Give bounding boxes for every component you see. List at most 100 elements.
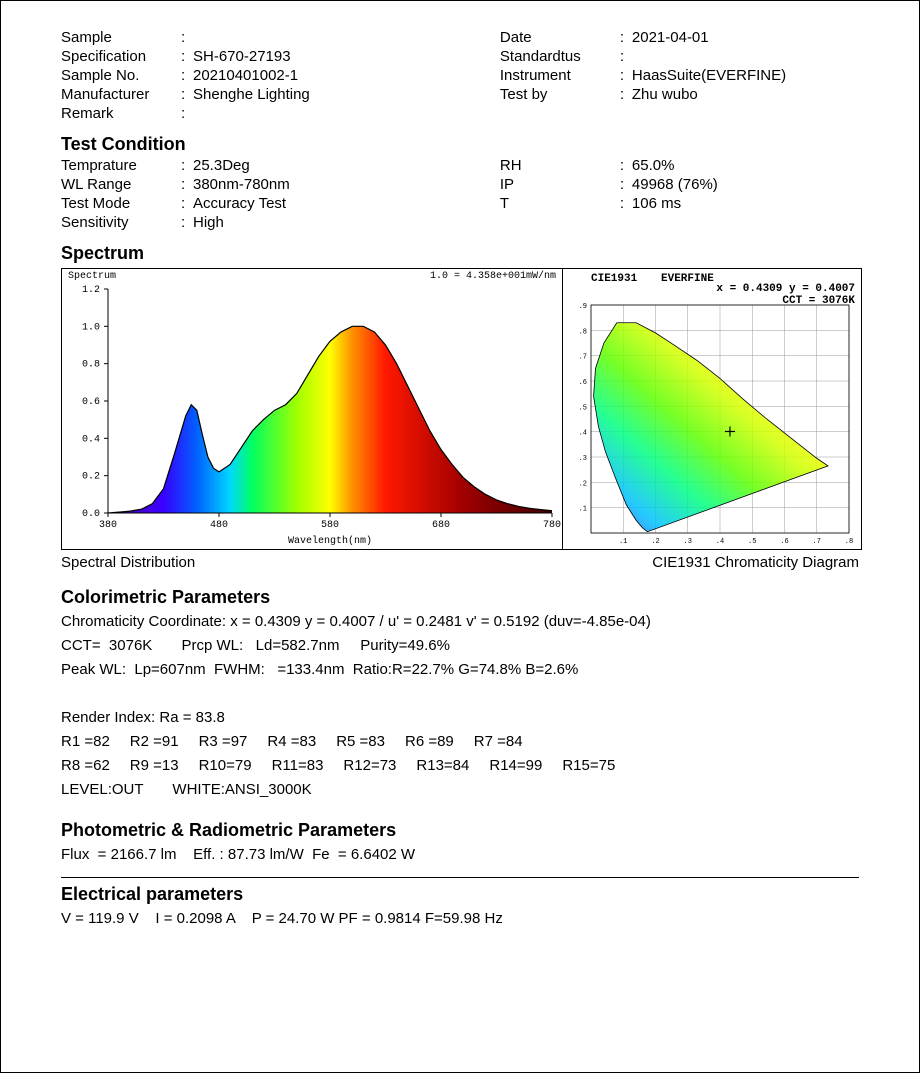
svg-text:.2: .2: [579, 480, 587, 488]
electrical-title: Electrical parameters: [61, 884, 859, 905]
kv-sep: :: [181, 214, 193, 231]
kv-row: WL Range:380nm-780nm: [61, 176, 500, 193]
ri-value: R14=99: [489, 754, 542, 778]
spd-scale-note: 1.0 = 4.358e+001mW/nm: [430, 271, 556, 282]
kv-sep: :: [620, 67, 632, 84]
test-condition-title: Test Condition: [61, 134, 859, 155]
ri-value: R2 =91: [130, 730, 179, 754]
kv-row: Specification:SH-670-27193: [61, 48, 500, 65]
spectrum-row: 0.00.20.40.60.81.01.2380480580680780Wave…: [61, 268, 859, 550]
render-index-header: Render Index: Ra = 83.8: [61, 706, 859, 730]
svg-text:EVERFINE: EVERFINE: [661, 273, 714, 285]
kv-row: Sensitivity:High: [61, 214, 500, 231]
kv-value: SH-670-27193: [193, 48, 500, 65]
kv-key: Test by: [500, 86, 620, 103]
kv-value: High: [193, 214, 500, 231]
kv-key: Specification: [61, 48, 181, 65]
ri-value: R6 =89: [405, 730, 454, 754]
svg-text:x = 0.4309 y = 0.4007: x = 0.4309 y = 0.4007: [716, 283, 855, 295]
svg-text:.3: .3: [579, 455, 587, 463]
svg-text:380: 380: [99, 520, 117, 531]
kv-row: Date:2021-04-01: [500, 29, 859, 46]
colorimetric-block: Chromaticity Coordinate: x = 0.4309 y = …: [61, 610, 859, 802]
render-index-row-1: R1 =82R2 =91R3 =97R4 =83R5 =83R6 =89R7 =…: [61, 730, 859, 754]
kv-row: IP:49968 (76%): [500, 176, 859, 193]
electrical-line: V = 119.9 V I = 0.2098 A P = 24.70 W PF …: [61, 907, 859, 931]
ri-value: R5 =83: [336, 730, 385, 754]
kv-key: IP: [500, 176, 620, 193]
kv-value: 25.3Deg: [193, 157, 500, 174]
kv-sep: :: [181, 86, 193, 103]
kv-sep: :: [620, 29, 632, 46]
kv-row: Remark:: [61, 105, 500, 122]
svg-text:CIE1931: CIE1931: [591, 273, 638, 285]
kv-sep: :: [620, 176, 632, 193]
render-index-row-2: R8 =62R9 =13R10=79R11=83R12=73R13=84R14=…: [61, 754, 859, 778]
ri-value: R4 =83: [267, 730, 316, 754]
svg-text:0.0: 0.0: [82, 509, 100, 520]
kv-key: T: [500, 195, 620, 212]
peak-line: Peak WL: Lp=607nm FWHM: =133.4nm Ratio:R…: [61, 658, 859, 682]
ri-value: R12=73: [343, 754, 396, 778]
divider: [61, 877, 859, 878]
kv-row: T:106 ms: [500, 195, 859, 212]
kv-value: [193, 105, 500, 122]
svg-text:.8: .8: [845, 538, 853, 546]
ri-value: R9 =13: [130, 754, 179, 778]
svg-text:.5: .5: [579, 404, 587, 412]
kv-sep: :: [181, 29, 193, 46]
kv-sep: :: [620, 157, 632, 174]
svg-text:580: 580: [321, 520, 339, 531]
kv-value: 2021-04-01: [632, 29, 859, 46]
kv-sep: :: [181, 157, 193, 174]
kv-value: [193, 29, 500, 46]
kv-row: RH:65.0%: [500, 157, 859, 174]
svg-text:.2: .2: [651, 538, 659, 546]
svg-text:.5: .5: [748, 538, 756, 546]
spd-label: Spectrum: [68, 271, 116, 282]
kv-value: 65.0%: [632, 157, 859, 174]
svg-text:680: 680: [432, 520, 450, 531]
chromaticity-line: Chromaticity Coordinate: x = 0.4309 y = …: [61, 610, 859, 634]
svg-text:.3: .3: [684, 538, 692, 546]
svg-text:0.2: 0.2: [82, 472, 100, 483]
spd-chart: 0.00.20.40.60.81.01.2380480580680780Wave…: [61, 268, 563, 550]
svg-text:.6: .6: [579, 379, 587, 387]
kv-value: 49968 (76%): [632, 176, 859, 193]
kv-row: Standardtus:: [500, 48, 859, 65]
kv-key: Instrument: [500, 67, 620, 84]
kv-row: Temprature:25.3Deg: [61, 157, 500, 174]
svg-text:.4: .4: [716, 538, 724, 546]
spectrum-captions: Spectral Distribution CIE1931 Chromatici…: [61, 554, 859, 571]
kv-row: Test Mode:Accuracy Test: [61, 195, 500, 212]
report-page: Sample:Specification:SH-670-27193Sample …: [0, 0, 920, 1073]
ri-value: R7 =84: [474, 730, 523, 754]
svg-text:.7: .7: [579, 354, 587, 362]
svg-text:.4: .4: [579, 430, 587, 438]
kv-row: Test by:Zhu wubo: [500, 86, 859, 103]
kv-value: 20210401002-1: [193, 67, 500, 84]
svg-text:1.2: 1.2: [82, 285, 100, 296]
svg-text:.9: .9: [579, 303, 587, 311]
ri-value: R13=84: [416, 754, 469, 778]
kv-row: Sample No.:20210401002-1: [61, 67, 500, 84]
kv-sep: :: [620, 195, 632, 212]
colorimetric-title: Colorimetric Parameters: [61, 587, 859, 608]
svg-text:0.4: 0.4: [82, 434, 100, 445]
kv-key: Sample No.: [61, 67, 181, 84]
kv-sep: :: [181, 176, 193, 193]
level-line: LEVEL:OUT WHITE:ANSI_3000K: [61, 778, 859, 802]
cie-caption: CIE1931 Chromaticity Diagram: [652, 554, 859, 571]
header-section: Sample:Specification:SH-670-27193Sample …: [61, 29, 859, 124]
svg-text:780: 780: [543, 520, 561, 531]
kv-key: Manufacturer: [61, 86, 181, 103]
spd-caption: Spectral Distribution: [61, 554, 652, 571]
kv-key: Temprature: [61, 157, 181, 174]
kv-value: [632, 48, 859, 65]
svg-text:.8: .8: [579, 328, 587, 336]
svg-text:0.8: 0.8: [82, 360, 100, 371]
kv-sep: :: [620, 48, 632, 65]
kv-value: HaasSuite(EVERFINE): [632, 67, 859, 84]
kv-row: Manufacturer:Shenghe Lighting: [61, 86, 500, 103]
svg-text:.6: .6: [780, 538, 788, 546]
